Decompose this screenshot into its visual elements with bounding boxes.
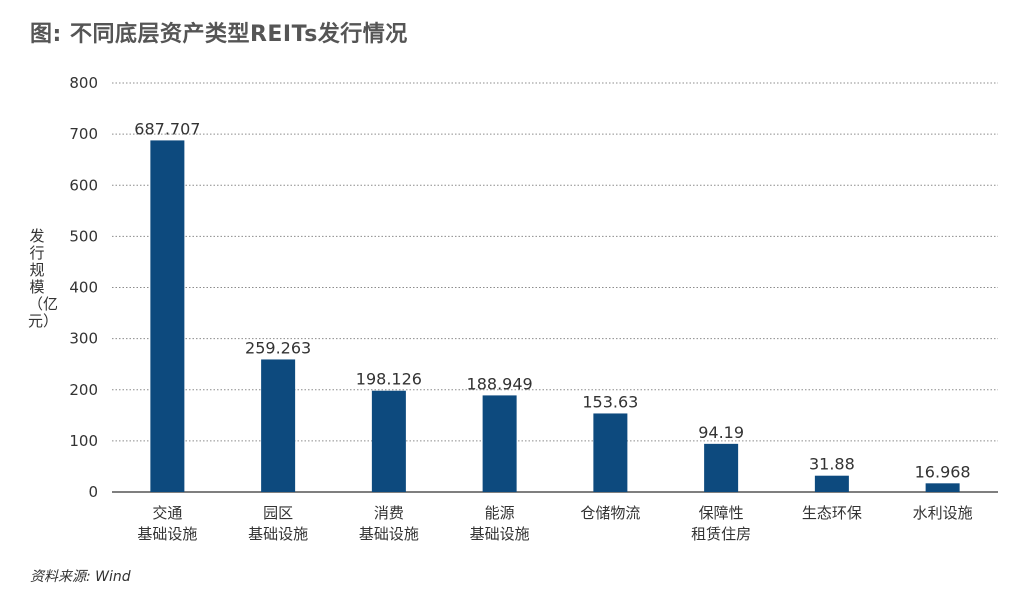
- y-tick-label: 500: [69, 227, 98, 245]
- data-label: 94.19: [698, 423, 744, 442]
- data-label: 16.968: [915, 462, 971, 481]
- data-label: 687.707: [134, 119, 200, 138]
- x-tick-label: 水利设施: [913, 504, 973, 522]
- bar: [261, 359, 296, 492]
- x-tick-label: 保障性: [699, 504, 744, 522]
- bar: [482, 395, 517, 492]
- y-tick-label: 300: [69, 330, 98, 348]
- chart-title: 图: 不同底层资产类型REITs发行情况: [30, 22, 408, 47]
- bar: [704, 443, 739, 492]
- x-tick-label: 生态环保: [802, 504, 862, 522]
- bar: [371, 390, 406, 492]
- x-tick-label: 基础设施: [470, 525, 530, 543]
- y-tick-label: 600: [69, 176, 98, 194]
- bar: [593, 413, 628, 492]
- y-tick-label: 0: [88, 483, 98, 501]
- x-tick-label: 能源: [485, 504, 515, 522]
- bar: [925, 483, 960, 492]
- x-tick-label: 消费: [374, 504, 404, 522]
- data-label: 31.88: [809, 455, 855, 474]
- data-label: 153.63: [582, 392, 638, 411]
- x-tick-label: 交通: [152, 504, 182, 522]
- data-label: 188.949: [467, 374, 533, 393]
- y-tick-label: 400: [69, 279, 98, 297]
- bar: [150, 140, 185, 492]
- y-tick-label: 700: [69, 125, 98, 143]
- x-tick-label: 仓储物流: [580, 504, 640, 522]
- x-tick-label: 基础设施: [137, 525, 197, 543]
- x-tick-label: 基础设施: [248, 525, 308, 543]
- source-note: 资料来源: Wind: [30, 569, 131, 585]
- y-tick-label: 800: [69, 74, 98, 92]
- x-tick-label: 园区: [263, 504, 293, 522]
- x-tick-label: 租赁住房: [691, 525, 751, 543]
- y-tick-label: 200: [69, 381, 98, 399]
- data-label: 259.263: [245, 338, 311, 357]
- x-tick-label: 基础设施: [359, 525, 419, 543]
- y-tick-label: 100: [69, 432, 98, 450]
- bar: [814, 475, 849, 492]
- data-label: 198.126: [356, 370, 422, 389]
